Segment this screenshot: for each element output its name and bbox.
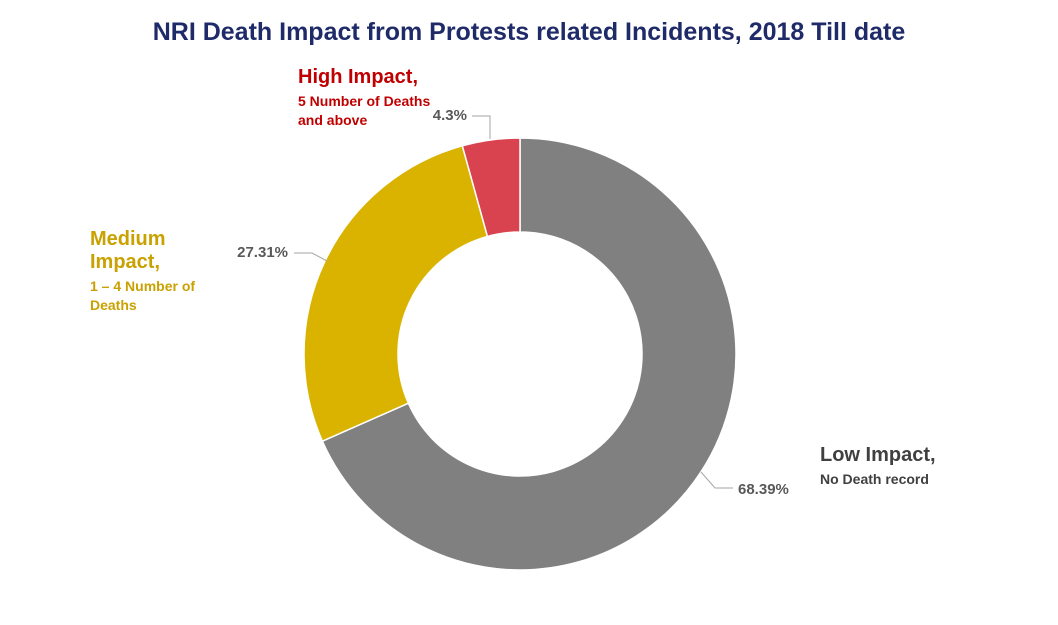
donut-slice [303, 144, 489, 443]
category-name: Medium Impact, [90, 228, 166, 273]
category-description: 1 – 4 Number of Deaths [90, 278, 196, 313]
category-description: 5 Number of Deaths and above [298, 93, 431, 128]
category-name: High Impact, [298, 66, 419, 88]
category-name: Low Impact, [820, 444, 936, 466]
chart-title: NRI Death Impact from Protests related I… [152, 18, 906, 46]
leader-line [294, 252, 328, 262]
leader-line [472, 115, 491, 139]
category-description: No Death record [820, 471, 929, 487]
category-label: Low Impact, No Death record [820, 444, 960, 489]
category-label: High Impact, 5 Number of Deaths and above [298, 66, 458, 130]
leader-line [700, 471, 733, 489]
value-label: 27.31% [237, 244, 288, 261]
donut-slice [461, 137, 521, 238]
value-label: 68.39% [738, 481, 789, 498]
category-label: Medium Impact, 1 – 4 Number of Deaths [90, 228, 230, 315]
donut-slice [321, 137, 737, 571]
value-label: 4.3% [433, 107, 467, 124]
